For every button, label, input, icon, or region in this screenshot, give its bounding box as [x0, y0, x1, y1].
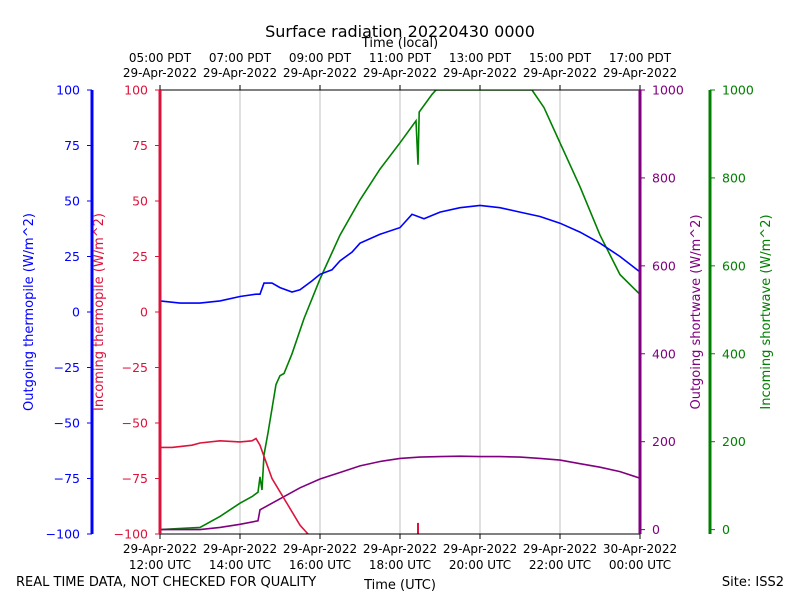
y-tick-label: 0: [72, 305, 80, 320]
x-tick-label-utc-time: 18:00 UTC: [369, 558, 431, 572]
series-line-sw_in: [160, 90, 640, 531]
x-tick-label-utc-time: 20:00 UTC: [449, 558, 511, 572]
axis-thermo_out: 100 75 50 25 0 −25 −50 −75 −100 Outgoing thermopi…: [22, 83, 94, 542]
y-tick-label: 0: [652, 522, 660, 537]
series-line-sw_out: [160, 455, 640, 531]
y-tick-label: 400: [652, 346, 676, 361]
y-tick-label: 50: [64, 194, 80, 209]
quality-disclaimer: REAL TIME DATA, NOT CHECKED FOR QUALITY: [16, 575, 317, 590]
y-tick-label: −50: [122, 416, 148, 431]
x-tick-label-local-date: 29-Apr-2022: [443, 66, 517, 80]
y-axes: 100 75 50 25 0 −25 −50 −75 −100 Outgoing thermopi…: [22, 83, 774, 542]
y-tick-label: 1000: [652, 83, 684, 98]
x-tick-label-local-date: 29-Apr-2022: [283, 66, 357, 80]
x-tick-label-local-time: 11:00 PDT: [369, 51, 432, 65]
x-tick-label-local-date: 29-Apr-2022: [203, 66, 277, 80]
series-lines: [160, 90, 640, 534]
y-tick-label: −100: [46, 527, 80, 542]
y-tick-label: 400: [722, 346, 746, 361]
x-tick-label-local-time: 15:00 PDT: [529, 51, 592, 65]
x-tick-label-local-time: 17:00 PDT: [609, 51, 672, 65]
y-tick-label: 800: [652, 170, 676, 185]
x-tick-label-utc-time: 14:00 UTC: [209, 558, 271, 572]
y-tick-label: 600: [722, 258, 746, 273]
y-tick-label: 200: [722, 434, 746, 449]
axis-sw_in: 1000 800 600 400 200 0 Incoming shortwave (W/m…: [708, 83, 774, 537]
series-line-thermo_out: [160, 204, 640, 304]
axis-thermo_in: 100 75 50 25 0 −25 −50 −75 −100 Incoming thermopi…: [92, 83, 162, 542]
y-tick-label: 100: [56, 83, 80, 98]
site-label: Site: ISS2: [721, 575, 784, 590]
x-tick-label-utc-date: 29-Apr-2022: [523, 542, 597, 556]
y-tick-label: −25: [122, 360, 148, 375]
y-tick-label: 25: [132, 249, 148, 264]
x-tick-label-utc-time: 22:00 UTC: [529, 558, 591, 572]
y-tick-label: 50: [132, 194, 148, 209]
x-axis-label: Time (UTC): [363, 578, 436, 593]
y-tick-label: 75: [132, 138, 148, 153]
grid-lines: [239, 90, 561, 534]
y-axis-title: Outgoing shortwave (W/m^2): [689, 214, 704, 409]
x-tick-label-local-time: 05:00 PDT: [129, 51, 192, 65]
x-tick-label-local-date: 29-Apr-2022: [363, 66, 437, 80]
y-tick-label: 100: [124, 83, 148, 98]
x-tick-label-local-time: 09:00 PDT: [289, 51, 352, 65]
y-tick-label: −100: [114, 527, 148, 542]
y-axis-title: Incoming thermopile (W/m^2): [92, 213, 107, 411]
x-tick-label-local-date: 29-Apr-2022: [603, 66, 677, 80]
x-tick-label-utc-date: 30-Apr-2022: [603, 542, 677, 556]
y-axis-title: Incoming shortwave (W/m^2): [759, 214, 774, 409]
chart-title: Surface radiation 20220430 0000: [265, 22, 535, 41]
y-tick-label: 600: [652, 258, 676, 273]
y-tick-label: −50: [54, 416, 80, 431]
x-tick-label-utc-time: 12:00 UTC: [129, 558, 191, 572]
axis-sw_out: 1000 800 600 400 200 0 Outgoing shortwave (W/m…: [638, 83, 704, 537]
y-tick-label: −75: [122, 471, 148, 486]
x-tick-label-utc-date: 29-Apr-2022: [443, 542, 517, 556]
x-tick-label-utc-date: 29-Apr-2022: [123, 542, 197, 556]
y-tick-label: 25: [64, 249, 80, 264]
x-tick-label-local-time: 07:00 PDT: [209, 51, 272, 65]
x-tick-label-local-date: 29-Apr-2022: [523, 66, 597, 80]
y-tick-label: −25: [54, 360, 80, 375]
x-tick-label-utc-time: 00:00 UTC: [609, 558, 671, 572]
y-tick-label: −75: [54, 471, 80, 486]
x-tick-label-local-time: 13:00 PDT: [449, 51, 512, 65]
y-tick-label: 200: [652, 434, 676, 449]
x-tick-label-utc-date: 29-Apr-2022: [363, 542, 437, 556]
y-tick-label: 800: [722, 170, 746, 185]
top-axis-label: Time (local): [361, 36, 438, 51]
y-tick-label: 1000: [722, 83, 754, 98]
x-tick-label-utc-date: 29-Apr-2022: [203, 542, 277, 556]
x-tick-label-utc-time: 16:00 UTC: [289, 558, 351, 572]
y-tick-label: 0: [722, 522, 730, 537]
x-tick-label-utc-date: 29-Apr-2022: [283, 542, 357, 556]
y-axis-title: Outgoing thermopile (W/m^2): [22, 213, 37, 411]
y-tick-label: 75: [64, 138, 80, 153]
y-tick-label: 0: [140, 305, 148, 320]
series-line-thermo_in: [160, 437, 309, 534]
x-tick-label-local-date: 29-Apr-2022: [123, 66, 197, 80]
